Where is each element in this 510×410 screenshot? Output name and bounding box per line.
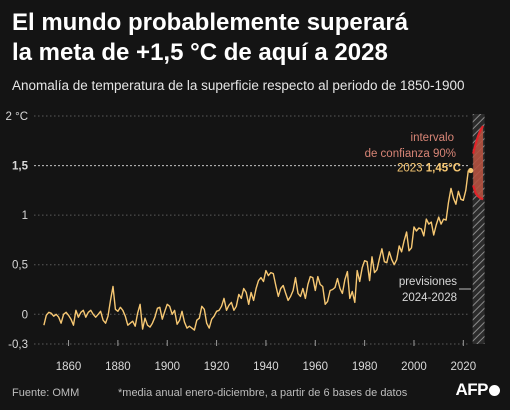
x-tick-label: 1900 (154, 361, 180, 373)
annotation-2023-value: 1,45°C (426, 163, 461, 175)
forecast-column (472, 114, 485, 344)
x-tick-label: 2000 (401, 361, 427, 373)
forecast-label-line2: 2024-2028 (402, 292, 457, 304)
afp-logo-dot (489, 385, 500, 396)
x-tick-label: 1920 (204, 361, 230, 373)
annotation-2023-year: 2023 (397, 163, 426, 175)
title-line-2: la meta de +1,5 °C de aquí a 2028 (12, 39, 388, 66)
series-line (43, 170, 469, 331)
source-label: Fuente: OMM (12, 387, 80, 399)
y-tick-label: 0,5 (12, 260, 28, 272)
x-tick-label: 1860 (56, 361, 82, 373)
x-tick-label: 1940 (253, 361, 279, 373)
ci-label-line2: de confianza 90% (365, 148, 456, 160)
y-tick-label: 0 (22, 309, 28, 321)
chart-subtitle: Anomalía de temperatura de la superficie… (12, 78, 465, 93)
afp-logo-text: AFP (455, 380, 489, 399)
x-tick-label: 1960 (302, 361, 328, 373)
ci-label-line1: intervalo (411, 132, 454, 144)
y-tick-label: 1 (22, 210, 28, 222)
title-line-1: El mundo probablemente superará (12, 9, 409, 36)
chart-title: El mundo probablemente superará la meta … (12, 8, 408, 68)
afp-logo: AFP (455, 380, 500, 400)
confidence-band-lower (472, 185, 484, 201)
y-tick-label: 2 °C (6, 111, 29, 123)
y-tick-label: 1,5 (12, 161, 29, 173)
confidence-band-upper (472, 125, 484, 154)
annotation-2023: 2023 1,45°C (397, 163, 461, 175)
x-tick-label: 1980 (352, 361, 378, 373)
x-tick-label: 1880 (105, 361, 131, 373)
y-tick-label: -0,3 (8, 339, 28, 351)
point-2023 (468, 167, 474, 174)
forecast-label-line1: previsiones (399, 276, 457, 288)
footnote: *media anual enero-diciembre, a partir d… (118, 387, 408, 399)
x-tick-label: 2020 (451, 361, 477, 373)
